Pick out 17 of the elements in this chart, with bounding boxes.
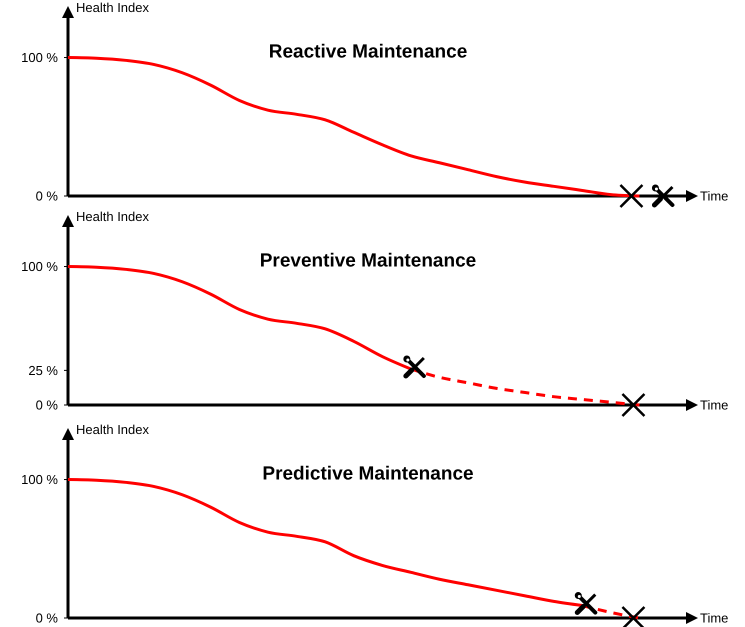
y-tick-label: 0 %	[36, 610, 58, 626]
y-tick-label: 0 %	[36, 188, 58, 204]
y-tick-label: 100 %	[21, 472, 58, 488]
text: Predictive Maintenance	[262, 463, 474, 484]
line-series	[66, 56, 641, 198]
y-tick-label: 100 %	[21, 259, 58, 274]
x-axis-title: Time	[700, 188, 728, 204]
y-tick-label: 100 %	[21, 50, 58, 66]
text: Reactive Maintenance	[268, 41, 468, 62]
text: Preventive Maintenance	[260, 250, 476, 272]
y-axis-title: Health Index	[76, 0, 150, 15]
x-axis-title: Time	[700, 610, 728, 626]
y-tick-label: 25 %	[28, 362, 58, 378]
y-axis-title: Health Index	[76, 422, 150, 437]
x-axis-title: Time	[700, 398, 728, 413]
y-axis-title: Health Index	[76, 209, 150, 224]
y-tick-label: 0 %	[36, 398, 58, 413]
